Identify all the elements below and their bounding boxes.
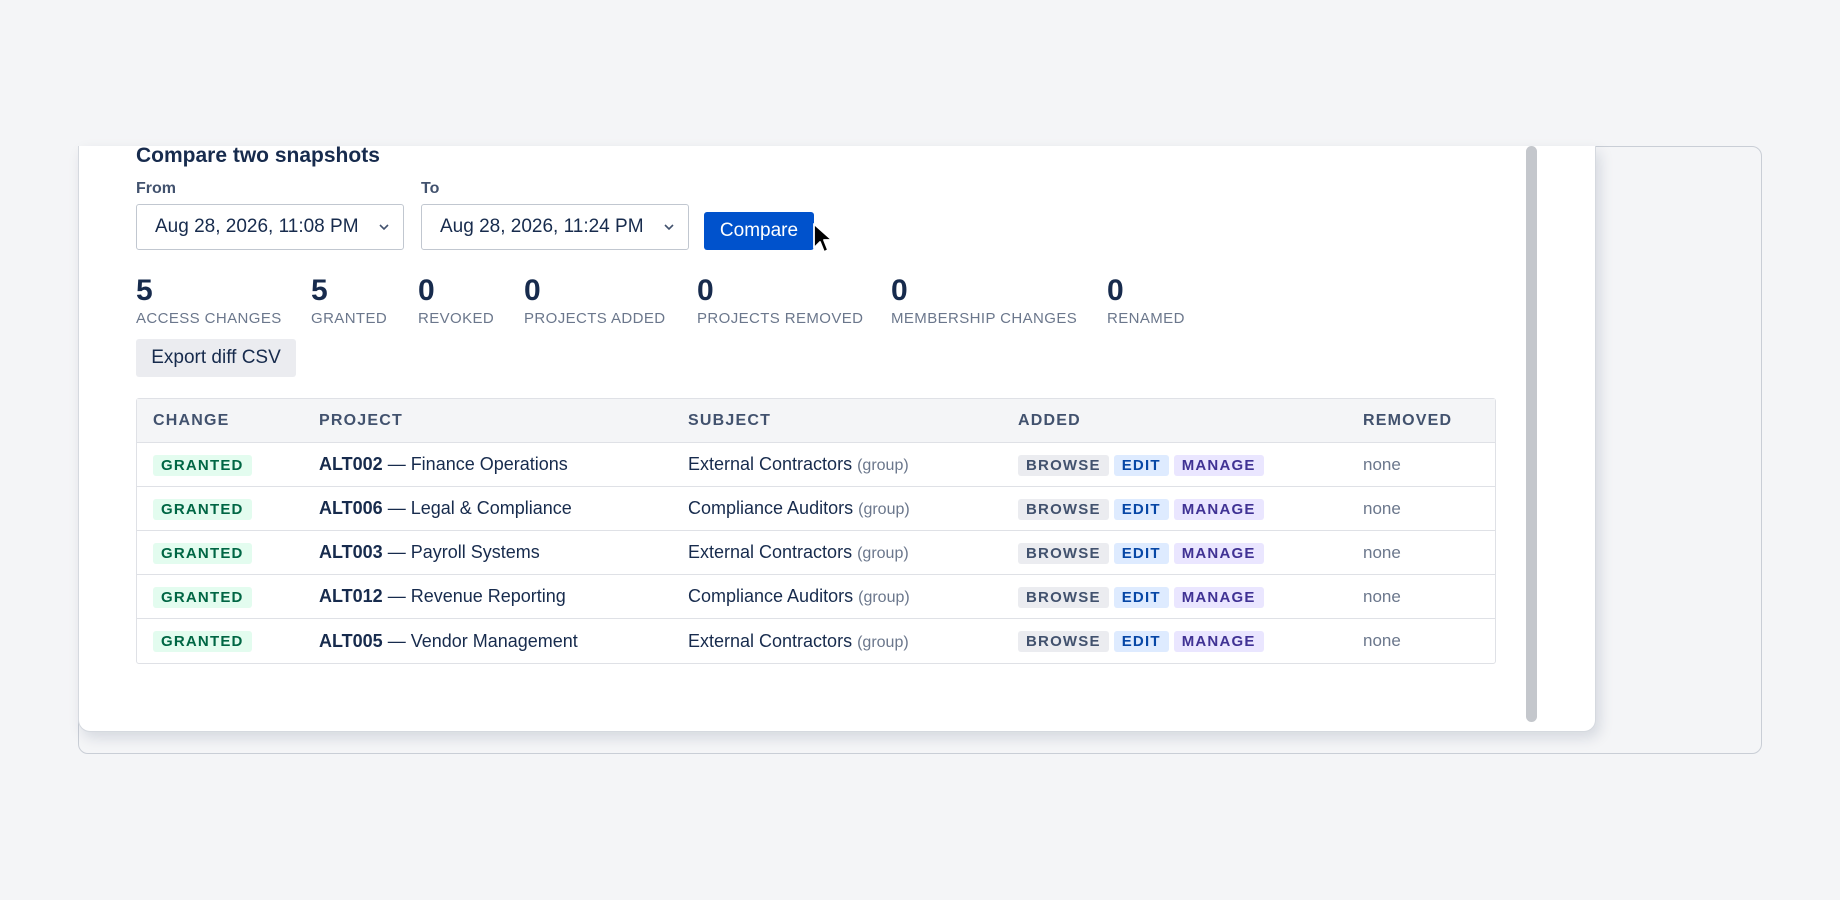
- export-diff-csv-button[interactable]: Export diff CSV: [136, 339, 296, 377]
- removed-value: none: [1363, 498, 1401, 518]
- permission-badge-browse: BROWSE: [1018, 454, 1109, 476]
- change-badge: GRANTED: [153, 454, 252, 476]
- stat-access-changes: 5 ACCESS CHANGES: [136, 274, 282, 328]
- permission-badge-edit: EDIT: [1113, 586, 1169, 608]
- subject-name: External Contractors: [688, 542, 853, 562]
- diff-table: CHANGE PROJECT SUBJECT ADDED REMOVED GRA…: [136, 398, 1496, 664]
- stat-label: REVOKED: [418, 310, 495, 327]
- project-name: — Payroll Systems: [382, 542, 540, 562]
- stat-renamed: 0 RENAMED: [1107, 274, 1185, 328]
- change-badge: GRANTED: [153, 586, 252, 608]
- mouse-pointer-icon: [813, 223, 833, 253]
- permission-badge-manage: MANAGE: [1173, 498, 1264, 520]
- stat-value: 0: [891, 274, 908, 307]
- stat-projects-added: 0 PROJECTS ADDED: [524, 274, 666, 328]
- change-badge: GRANTED: [153, 498, 252, 520]
- stat-label: MEMBERSHIP CHANGES: [891, 310, 1078, 327]
- column-header-removed: REMOVED: [1363, 411, 1453, 429]
- table-row: GRANTED ALT005 — Vendor Management Exter…: [137, 619, 1495, 663]
- permission-badge-edit: EDIT: [1113, 498, 1169, 520]
- stat-value: 0: [418, 274, 435, 307]
- subject-type: (group): [857, 633, 909, 651]
- project-name: — Vendor Management: [382, 630, 578, 651]
- stat-membership-changes: 0 MEMBERSHIP CHANGES: [891, 274, 1078, 328]
- permission-badge-browse: BROWSE: [1018, 542, 1109, 564]
- permission-badge-browse: BROWSE: [1018, 498, 1109, 520]
- permission-badge-edit: EDIT: [1113, 542, 1169, 564]
- project-name: — Legal & Compliance: [382, 498, 572, 518]
- snapshot-compare-panel: Compare two snapshots From Aug 28, 2026,…: [78, 146, 1596, 732]
- column-header-change: CHANGE: [153, 411, 230, 429]
- removed-value: none: [1363, 542, 1401, 562]
- project-name: — Revenue Reporting: [382, 586, 566, 606]
- to-label: To: [421, 180, 440, 197]
- permission-badge-edit: EDIT: [1113, 454, 1169, 476]
- subject-type: (group): [857, 457, 909, 474]
- stat-value: 5: [136, 274, 153, 307]
- stat-label: GRANTED: [311, 310, 388, 327]
- stat-value: 5: [311, 274, 328, 307]
- table-row: GRANTED ALT002 — Finance Operations Exte…: [137, 443, 1495, 487]
- stat-label: PROJECTS REMOVED: [697, 310, 864, 327]
- stat-value: 0: [697, 274, 714, 307]
- project-id: ALT012: [319, 586, 383, 606]
- from-label: From: [136, 180, 176, 197]
- subject-name: External Contractors: [688, 454, 853, 474]
- chevron-down-icon: [664, 224, 674, 231]
- scrollbar-thumb[interactable]: [1526, 146, 1537, 722]
- project-id: ALT006: [319, 498, 383, 518]
- column-header-subject: SUBJECT: [688, 411, 772, 429]
- permission-badge-manage: MANAGE: [1173, 586, 1264, 608]
- to-select-value: Aug 28, 2026, 11:24 PM: [440, 216, 644, 237]
- chevron-down-icon: [379, 224, 389, 231]
- stat-label: ACCESS CHANGES: [136, 310, 282, 327]
- stat-label: PROJECTS ADDED: [524, 310, 666, 327]
- table-row: GRANTED ALT012 — Revenue Reporting Compl…: [137, 575, 1495, 619]
- subject-type: (group): [857, 545, 909, 562]
- table-header: CHANGE PROJECT SUBJECT ADDED REMOVED: [137, 399, 1495, 443]
- removed-value: none: [1363, 586, 1401, 606]
- permission-badge-manage: MANAGE: [1173, 542, 1264, 564]
- table-row: GRANTED ALT003 — Payroll Systems Externa…: [137, 531, 1495, 575]
- column-header-project: PROJECT: [319, 411, 403, 429]
- permission-badge-edit: EDIT: [1113, 631, 1169, 652]
- removed-value: none: [1363, 454, 1401, 474]
- column-header-added: ADDED: [1018, 411, 1081, 429]
- subject-type: (group): [858, 589, 910, 606]
- removed-value: none: [1363, 631, 1401, 650]
- project-id: ALT002: [319, 454, 383, 474]
- subject-name: Compliance Auditors: [688, 586, 854, 606]
- permission-badge-manage: MANAGE: [1173, 454, 1264, 476]
- subject-type: (group): [858, 501, 910, 518]
- subject-name: External Contractors: [688, 630, 853, 651]
- change-badge: GRANTED: [153, 631, 252, 652]
- section-title: Compare two snapshots: [136, 146, 380, 167]
- table-row: GRANTED ALT006 — Legal & Compliance Comp…: [137, 487, 1495, 531]
- compare-button[interactable]: Compare: [704, 212, 814, 250]
- stat-value: 0: [524, 274, 541, 307]
- project-id: ALT005: [319, 630, 383, 651]
- from-select[interactable]: Aug 28, 2026, 11:08 PM: [136, 204, 404, 250]
- stat-value: 0: [1107, 274, 1124, 307]
- permission-badge-manage: MANAGE: [1173, 631, 1264, 652]
- subject-name: Compliance Auditors: [688, 498, 854, 518]
- project-name: — Finance Operations: [382, 454, 568, 474]
- stat-granted: 5 GRANTED: [311, 274, 388, 328]
- stat-revoked: 0 REVOKED: [418, 274, 495, 328]
- project-id: ALT003: [319, 542, 383, 562]
- stat-label: RENAMED: [1107, 310, 1185, 327]
- permission-badge-browse: BROWSE: [1018, 586, 1109, 608]
- from-select-value: Aug 28, 2026, 11:08 PM: [155, 216, 359, 237]
- to-select[interactable]: Aug 28, 2026, 11:24 PM: [421, 204, 689, 250]
- stat-projects-removed: 0 PROJECTS REMOVED: [697, 274, 864, 328]
- change-badge: GRANTED: [153, 542, 252, 564]
- permission-badge-browse: BROWSE: [1018, 631, 1109, 652]
